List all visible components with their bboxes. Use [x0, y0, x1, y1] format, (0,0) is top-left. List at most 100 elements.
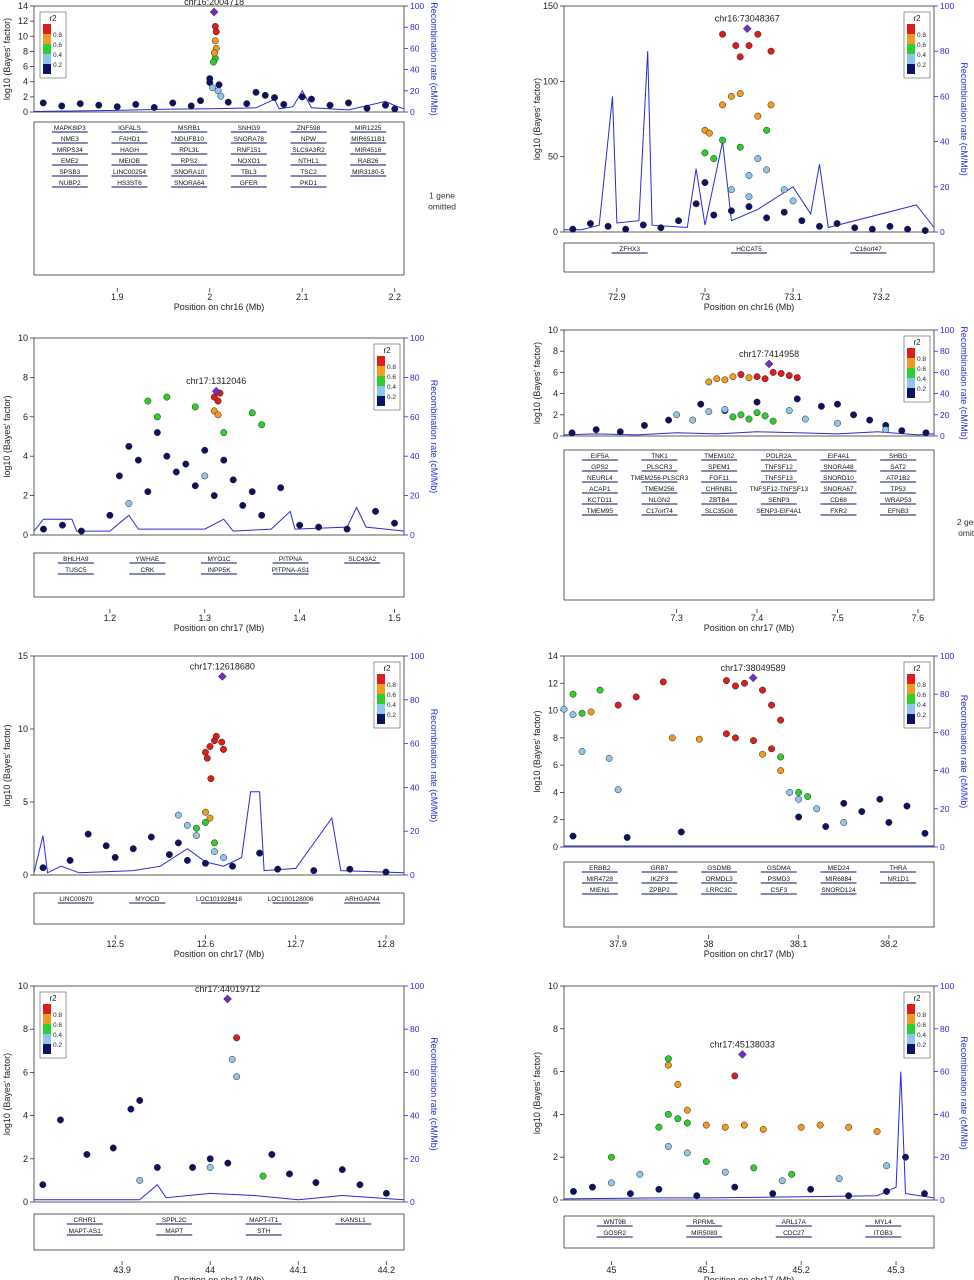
- gene-label: MIR4516: [355, 147, 382, 154]
- legend-swatch: [907, 694, 915, 704]
- legend-tick: 0.4: [387, 702, 396, 709]
- gene-label: EIF4A1: [828, 453, 850, 460]
- x-tick-label: 1.2: [104, 613, 117, 623]
- snp-point: [338, 1166, 346, 1174]
- gene-label: KANSL1: [341, 1217, 366, 1224]
- snp-point: [736, 90, 744, 98]
- recomb-axis-title: Recombination rate (cM/Mb): [959, 62, 969, 176]
- y-tick-label: 0: [23, 1197, 28, 1207]
- panel-5: 0 5 10 15 0 20 40 60 80 100 log10 (Bayes' factor) R…: [2, 651, 439, 959]
- gene-label: TMEM256-PLSCR3: [631, 475, 689, 482]
- snp-point: [607, 1179, 615, 1187]
- y-tick-label: 0: [553, 227, 558, 237]
- gene-label: ZNF598: [297, 125, 321, 132]
- snp-point: [813, 805, 821, 813]
- gene-label: CRK: [141, 567, 155, 574]
- gene-label: PSMD3: [768, 876, 791, 883]
- y-tick-label: 2: [553, 1152, 558, 1162]
- y-tick-label: 10: [548, 706, 558, 716]
- gene-label: MYL4: [875, 1219, 892, 1226]
- snp-point: [850, 411, 858, 419]
- recomb-tick-label: 20: [940, 182, 950, 192]
- legend-swatch: [907, 34, 915, 44]
- snp-point: [183, 821, 191, 829]
- legend-tick: 0.2: [53, 1042, 62, 1049]
- snp-point: [745, 172, 753, 179]
- snp-point: [201, 472, 209, 480]
- recomb-tick-label: 20: [940, 804, 950, 814]
- snp-point: [655, 1185, 663, 1193]
- gene-label: LINC00254: [113, 169, 146, 176]
- recomb-tick-label: 0: [410, 530, 415, 540]
- snp-point: [903, 802, 911, 810]
- x-tick-label: 12.8: [377, 939, 395, 949]
- x-axis-title: Position on chr17 (Mb): [704, 1275, 795, 1280]
- snp-point: [727, 186, 735, 194]
- legend-tick: 0.4: [53, 1032, 62, 1039]
- legend-swatch: [43, 34, 51, 44]
- gene-label: EIF5A: [591, 453, 610, 460]
- snp-point: [763, 166, 771, 174]
- snp-point: [745, 193, 753, 201]
- y-tick-label: 8: [553, 346, 558, 356]
- snp-point: [125, 442, 133, 450]
- x-tick-label: 7.4: [751, 613, 764, 623]
- legend-title: r2: [913, 338, 921, 347]
- snp-point: [578, 709, 586, 717]
- legend-tick: 0.6: [53, 42, 62, 49]
- snp-point: [722, 730, 730, 738]
- legend-tick: 0.2: [387, 712, 396, 719]
- gene-track-frame: [563, 861, 935, 928]
- gene-label: SNHG9: [238, 125, 261, 132]
- snp-point: [721, 1168, 729, 1176]
- snp-point: [750, 737, 757, 745]
- gene-label: PLSCR3: [647, 464, 673, 471]
- gene-track-frame: [33, 1213, 405, 1251]
- gene-label: TMEM95: [587, 508, 614, 515]
- legend-swatch: [907, 54, 915, 64]
- snp-point: [626, 1190, 634, 1198]
- snp-point: [153, 429, 161, 437]
- snp-point: [191, 403, 199, 411]
- snp-point: [731, 1072, 739, 1080]
- snp-point: [203, 754, 211, 762]
- snp-point: [702, 1158, 710, 1165]
- snp-point: [382, 868, 390, 876]
- recomb-tick-label: 20: [410, 1154, 420, 1164]
- snp-point: [129, 845, 137, 853]
- snp-point: [768, 745, 776, 753]
- lead-variant: [742, 24, 752, 33]
- snp-point: [769, 1190, 777, 1198]
- recomb-tick-label: 60: [940, 727, 950, 737]
- snp-point: [165, 851, 173, 859]
- x-tick-label: 44.1: [290, 1265, 308, 1275]
- snp-point: [835, 1175, 843, 1183]
- gene-label: SLC35G6: [705, 508, 734, 515]
- lead-variant-label: chr16:2004718: [184, 0, 244, 7]
- snp-point: [569, 225, 577, 233]
- gene-label: RPS2: [181, 158, 198, 165]
- snp-point: [214, 397, 222, 405]
- panel-1: 0 2 4 6 8 10 12 14 0 20 40 60 80 100 log10 (Bayes' fac…: [2, 0, 456, 312]
- omitted-note: 1 gene: [429, 191, 455, 201]
- legend-tick: 0.4: [387, 384, 396, 391]
- recomb-tick-label: 0: [940, 227, 945, 237]
- snp-point: [795, 813, 803, 821]
- gene-label: SAT2: [890, 464, 906, 471]
- snp-point: [568, 429, 576, 437]
- legend-swatch: [907, 714, 915, 724]
- snp-point: [214, 87, 222, 95]
- gene-label: ARL17A: [782, 1219, 807, 1226]
- x-tick-label: 37.9: [609, 939, 627, 949]
- snp-point: [851, 224, 859, 232]
- x-tick-label: 1.9: [111, 292, 124, 302]
- y-tick-label: 8: [553, 1024, 558, 1034]
- recomb-tick-label: 20: [410, 826, 420, 836]
- gene-label: LINC00670: [59, 896, 92, 903]
- snp-point: [614, 786, 622, 794]
- snp-point: [220, 429, 228, 437]
- snp-point: [845, 1192, 853, 1200]
- snp-point: [732, 734, 739, 742]
- y-tick-label: 15: [18, 651, 28, 661]
- snp-point: [569, 711, 577, 719]
